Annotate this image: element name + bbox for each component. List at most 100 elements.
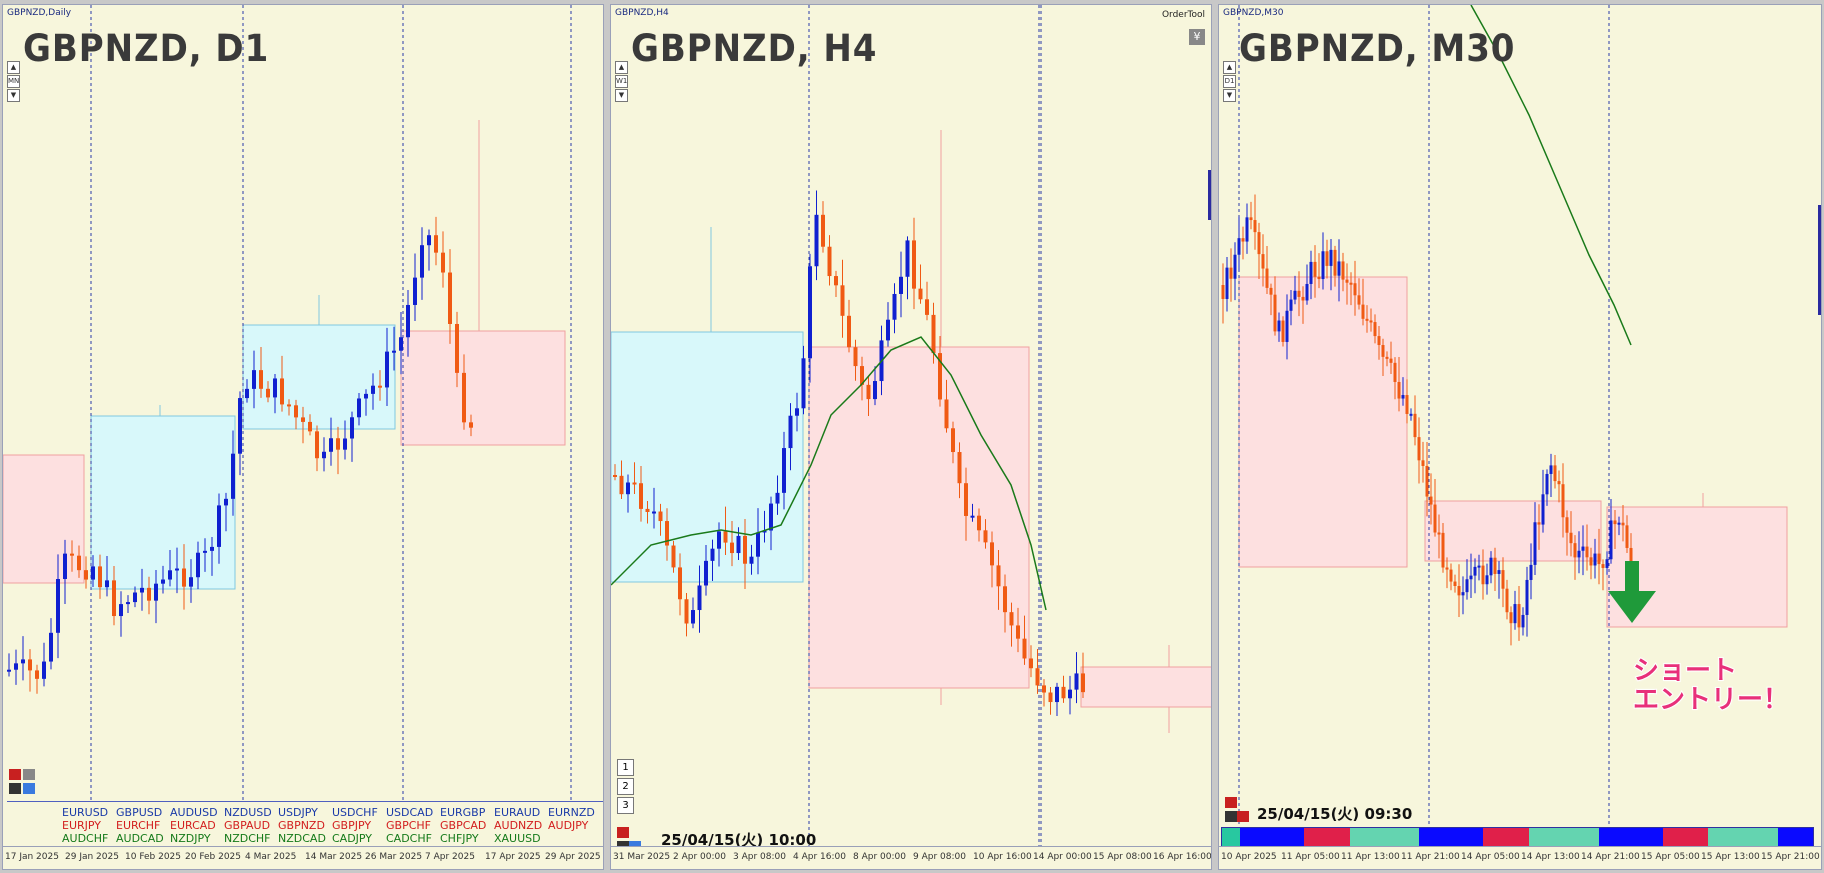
currency-pair-link[interactable]: USDJPY	[278, 806, 318, 819]
restore-icon[interactable]	[23, 769, 35, 780]
range-box-pink	[400, 330, 566, 446]
currency-pair-link[interactable]: AUDUSD	[170, 806, 218, 819]
scale-up-icon[interactable]: ▲	[1223, 61, 1236, 74]
currency-pair-link[interactable]: GBPUSD	[116, 806, 163, 819]
time-axis-label: 7 Apr 2025	[425, 852, 475, 862]
candle-body	[1074, 673, 1079, 690]
currency-pair-link[interactable]: CHFJPY	[440, 832, 479, 845]
currency-pair-link[interactable]: EURUSD	[62, 806, 109, 819]
candle-body	[873, 381, 877, 400]
candle-body	[1022, 638, 1027, 659]
candle-body	[1629, 547, 1633, 574]
candle-body	[371, 385, 375, 394]
candlestick-chart-h4[interactable]	[611, 5, 1212, 870]
currency-pair-link[interactable]: NZDCHF	[224, 832, 271, 845]
minimize-icon[interactable]	[617, 827, 629, 838]
currency-pair-link[interactable]: USDCHF	[332, 806, 378, 819]
currency-pair-link[interactable]: AUDCAD	[116, 832, 164, 845]
candle-body	[1357, 295, 1361, 305]
candle-body	[892, 293, 897, 320]
scale-down-icon[interactable]: ▼	[1223, 89, 1236, 102]
entry-text-line1: ショート	[1632, 656, 1738, 687]
candle-body	[287, 404, 291, 407]
currency-pair-link[interactable]: AUDJPY	[548, 819, 589, 832]
currency-pair-link[interactable]: GBPCAD	[440, 819, 487, 832]
candle-body	[957, 452, 962, 484]
timeframe-label[interactable]: D1	[1223, 75, 1236, 88]
currency-pair-link[interactable]: NZDUSD	[224, 806, 272, 819]
currency-pair-link[interactable]: EURNZD	[548, 806, 595, 819]
tool-blue-icon[interactable]	[23, 783, 35, 794]
currency-pair-link[interactable]: EURGBP	[440, 806, 486, 819]
chart-panel-h4[interactable]: GBPNZD,H4 GBPNZD, H4 OrderTool ¥ ▲ W1 ▼ …	[610, 4, 1212, 870]
candle-body	[1265, 268, 1269, 288]
candle-body	[632, 482, 637, 485]
scrollbar[interactable]	[1818, 205, 1821, 315]
currency-pair-link[interactable]: USDCAD	[386, 806, 434, 819]
currency-pair-link[interactable]: CADJPY	[332, 832, 373, 845]
currency-pair-link[interactable]: GBPCHF	[386, 819, 431, 832]
tool-icon[interactable]	[9, 783, 21, 794]
currency-pair-link[interactable]: NZDJPY	[170, 832, 211, 845]
candle-body	[1241, 238, 1245, 242]
time-axis-label: 14 Apr 05:00	[1461, 852, 1520, 862]
tool-red-icon[interactable]	[1237, 811, 1249, 822]
currency-pair-link[interactable]: EURCHF	[116, 819, 161, 832]
currency-pair-link[interactable]: AUDNZD	[494, 819, 543, 832]
minimize-icon[interactable]	[9, 769, 21, 780]
currency-pair-link[interactable]: NZDCAD	[278, 832, 326, 845]
currency-pair-link[interactable]: EURJPY	[62, 819, 101, 832]
candle-body	[434, 235, 438, 253]
candle-body	[1329, 249, 1333, 266]
time-axis-label: 8 Apr 00:00	[853, 852, 906, 862]
number-button-2[interactable]: 2	[617, 778, 634, 795]
minimize-icon[interactable]	[1225, 797, 1237, 808]
chart-panel-m30[interactable]: GBPNZD,M30 GBPNZD, M30 ▲ D1 ▼ 25/04/15(火…	[1218, 4, 1822, 870]
currency-pair-link[interactable]: EURAUD	[494, 806, 541, 819]
chart-panel-d1[interactable]: GBPNZD,Daily GBPNZD, D1 ▲ MN ▼ EURUSD GBP…	[2, 4, 604, 870]
time-axis-label: 16 Apr 16:00	[1153, 852, 1212, 862]
candle-body	[1541, 494, 1545, 525]
currency-pair-link[interactable]: GBPJPY	[332, 819, 372, 832]
candle-body	[1405, 395, 1409, 414]
scale-up-icon[interactable]: ▲	[7, 61, 20, 74]
currency-pair-link[interactable]: CADCHF	[386, 832, 432, 845]
currency-pair-link[interactable]: AUDCHF	[62, 832, 109, 845]
scale-down-icon[interactable]: ▼	[615, 89, 628, 102]
scrollbar[interactable]	[1208, 170, 1211, 220]
currency-pair-link[interactable]: EURCAD	[170, 819, 216, 832]
yen-icon[interactable]: ¥	[1189, 29, 1205, 45]
number-button-1[interactable]: 1	[617, 759, 634, 776]
number-button-3[interactable]: 3	[617, 797, 634, 814]
candlestick-chart-m30[interactable]	[1219, 5, 1822, 870]
candle-body	[1469, 575, 1473, 580]
color-bar-segment	[1598, 828, 1663, 846]
time-axis-label: 14 Apr 13:00	[1521, 852, 1580, 862]
scale-buttons: ▲ MN ▼	[7, 61, 20, 103]
currency-pair-link[interactable]: XAUUSD	[494, 832, 541, 845]
candle-body	[736, 535, 741, 554]
candlestick-chart-d1[interactable]	[3, 5, 604, 870]
order-tool-label[interactable]: OrderTool	[1161, 10, 1205, 20]
time-axis-label: 14 Mar 2025	[305, 852, 363, 862]
scale-up-icon[interactable]: ▲	[615, 61, 628, 74]
candle-body	[775, 492, 780, 504]
candle-body	[105, 580, 109, 588]
candle-body	[1068, 689, 1072, 699]
candle-body	[1055, 686, 1059, 703]
scale-down-icon[interactable]: ▼	[7, 89, 20, 102]
candle-body	[1361, 304, 1365, 319]
candle-body	[905, 240, 910, 277]
candle-body	[49, 632, 53, 662]
timeframe-label[interactable]: W1	[615, 75, 628, 88]
range-box-blue	[90, 415, 236, 590]
candle-body	[652, 511, 656, 514]
candle-body	[1305, 283, 1309, 301]
currency-pair-link[interactable]: GBPAUD	[224, 819, 271, 832]
timeframe-label[interactable]: MN	[7, 75, 20, 88]
candle-body	[245, 388, 249, 399]
tool-icon[interactable]	[1225, 811, 1237, 822]
currency-pair-link[interactable]: GBPNZD	[278, 819, 325, 832]
candle-body	[91, 566, 95, 580]
candle-body	[678, 567, 682, 600]
